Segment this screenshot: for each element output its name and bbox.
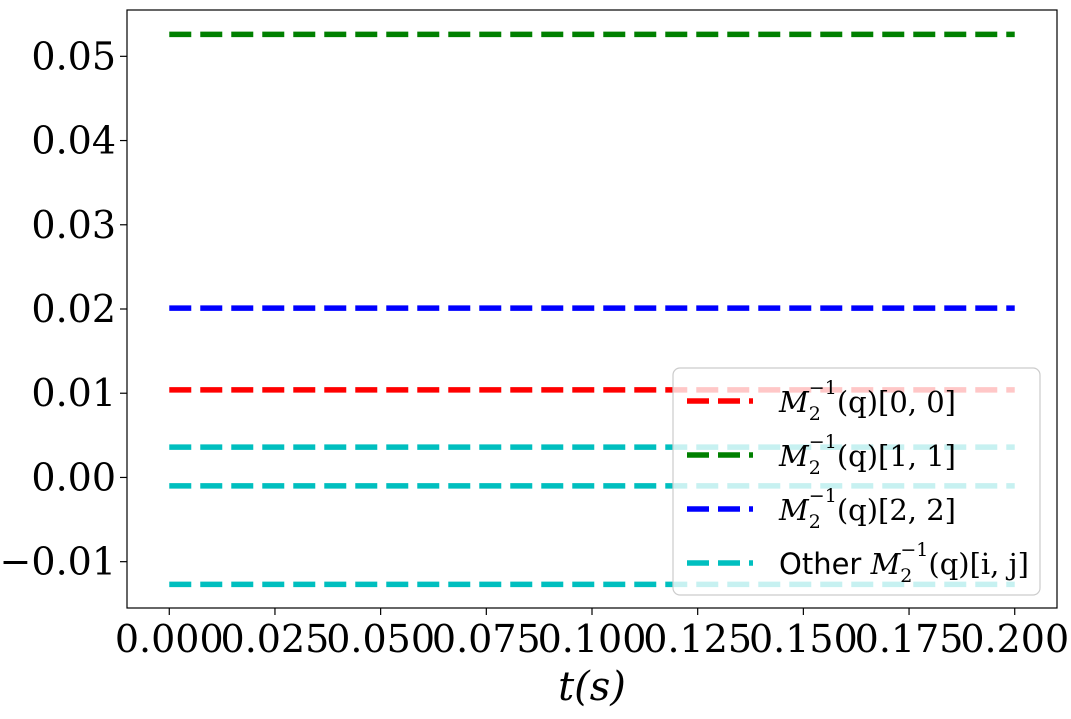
y-tick-label: 0.03 xyxy=(31,203,116,247)
x-tick-label: 0.150 xyxy=(749,617,858,661)
x-tick-label: 0.200 xyxy=(960,617,1069,661)
x-tick-label: 0.100 xyxy=(538,617,647,661)
legend: M2−1(q)[0, 0] M2−1(q)[1, 1] M2−1(q)[2, 2] O… xyxy=(672,367,1041,596)
x-tick-label: 0.175 xyxy=(855,617,964,661)
x-tick-label: 0.075 xyxy=(432,617,541,661)
legend-label: M2−1(q)[1, 1] xyxy=(778,431,956,479)
y-tick-label: 0.05 xyxy=(31,34,116,78)
y-axis: −0.01 0.00 0.01 0.02 0.03 0.04 0.05 xyxy=(0,34,127,584)
y-tick-label: 0.01 xyxy=(31,371,116,415)
series-layer xyxy=(169,31,1015,588)
legend-label: M2−1(q)[2, 2] xyxy=(778,485,956,533)
y-tick-label: 0.00 xyxy=(31,455,116,499)
x-tick-label: 0.000 xyxy=(115,617,224,661)
x-tick-label: 0.050 xyxy=(326,617,435,661)
legend-label: M2−1(q)[0, 0] xyxy=(778,377,956,425)
y-tick-label: 0.02 xyxy=(31,287,116,331)
x-tick-label: 0.025 xyxy=(221,617,330,661)
y-tick-label: −0.01 xyxy=(0,540,116,584)
legend-label: Other M2−1(q)[i, j] xyxy=(779,539,1029,587)
y-tick-label: 0.04 xyxy=(31,119,116,163)
x-axis: 0.0000.0250.0500.0750.1000.1250.1500.175… xyxy=(115,608,1069,661)
legend-box xyxy=(672,367,1041,596)
x-axis-title: t(s) xyxy=(558,664,626,710)
x-tick-label: 0.125 xyxy=(643,617,752,661)
